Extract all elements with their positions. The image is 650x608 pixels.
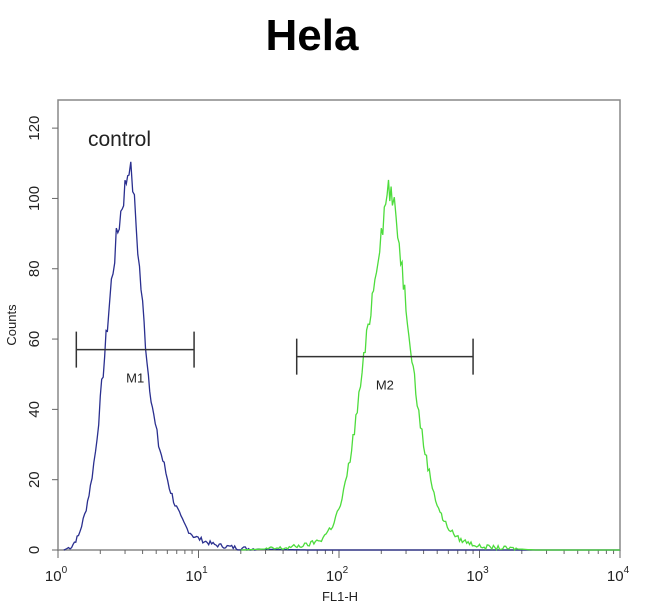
y-tick-label: 60 [26,331,43,348]
y-axis: 0 20 40 60 80 100 120 [26,116,58,554]
plot-frame [57,99,621,551]
x-tick-label: 102 [326,565,349,585]
x-tick-label: 101 [185,565,208,585]
marker-m1: M1 [75,331,195,386]
markers-layer: M1 M2 [75,331,474,393]
x-tick-label: 100 [45,565,68,585]
chart-title: Hela [266,11,359,60]
y-tick-label: 20 [26,471,43,488]
control-annotation: control [88,128,151,151]
x-axis: 100 101 102 103 104 [45,550,630,585]
marker-label: M2 [376,378,394,393]
x-axis-title: FL1-H [322,589,358,604]
series-layer [63,161,620,552]
series-sample [240,179,620,552]
y-tick-label: 100 [26,186,43,211]
y-axis-title: Counts [4,304,19,346]
y-tick-label: 40 [26,401,43,418]
x-tick-label: 103 [466,565,489,585]
marker-label: M1 [126,371,144,386]
y-tick-label: 120 [26,116,43,141]
y-tick-label: 0 [26,546,43,554]
x-tick-label: 104 [607,565,630,585]
y-tick-label: 80 [26,260,43,277]
marker-m2: M2 [295,338,474,393]
